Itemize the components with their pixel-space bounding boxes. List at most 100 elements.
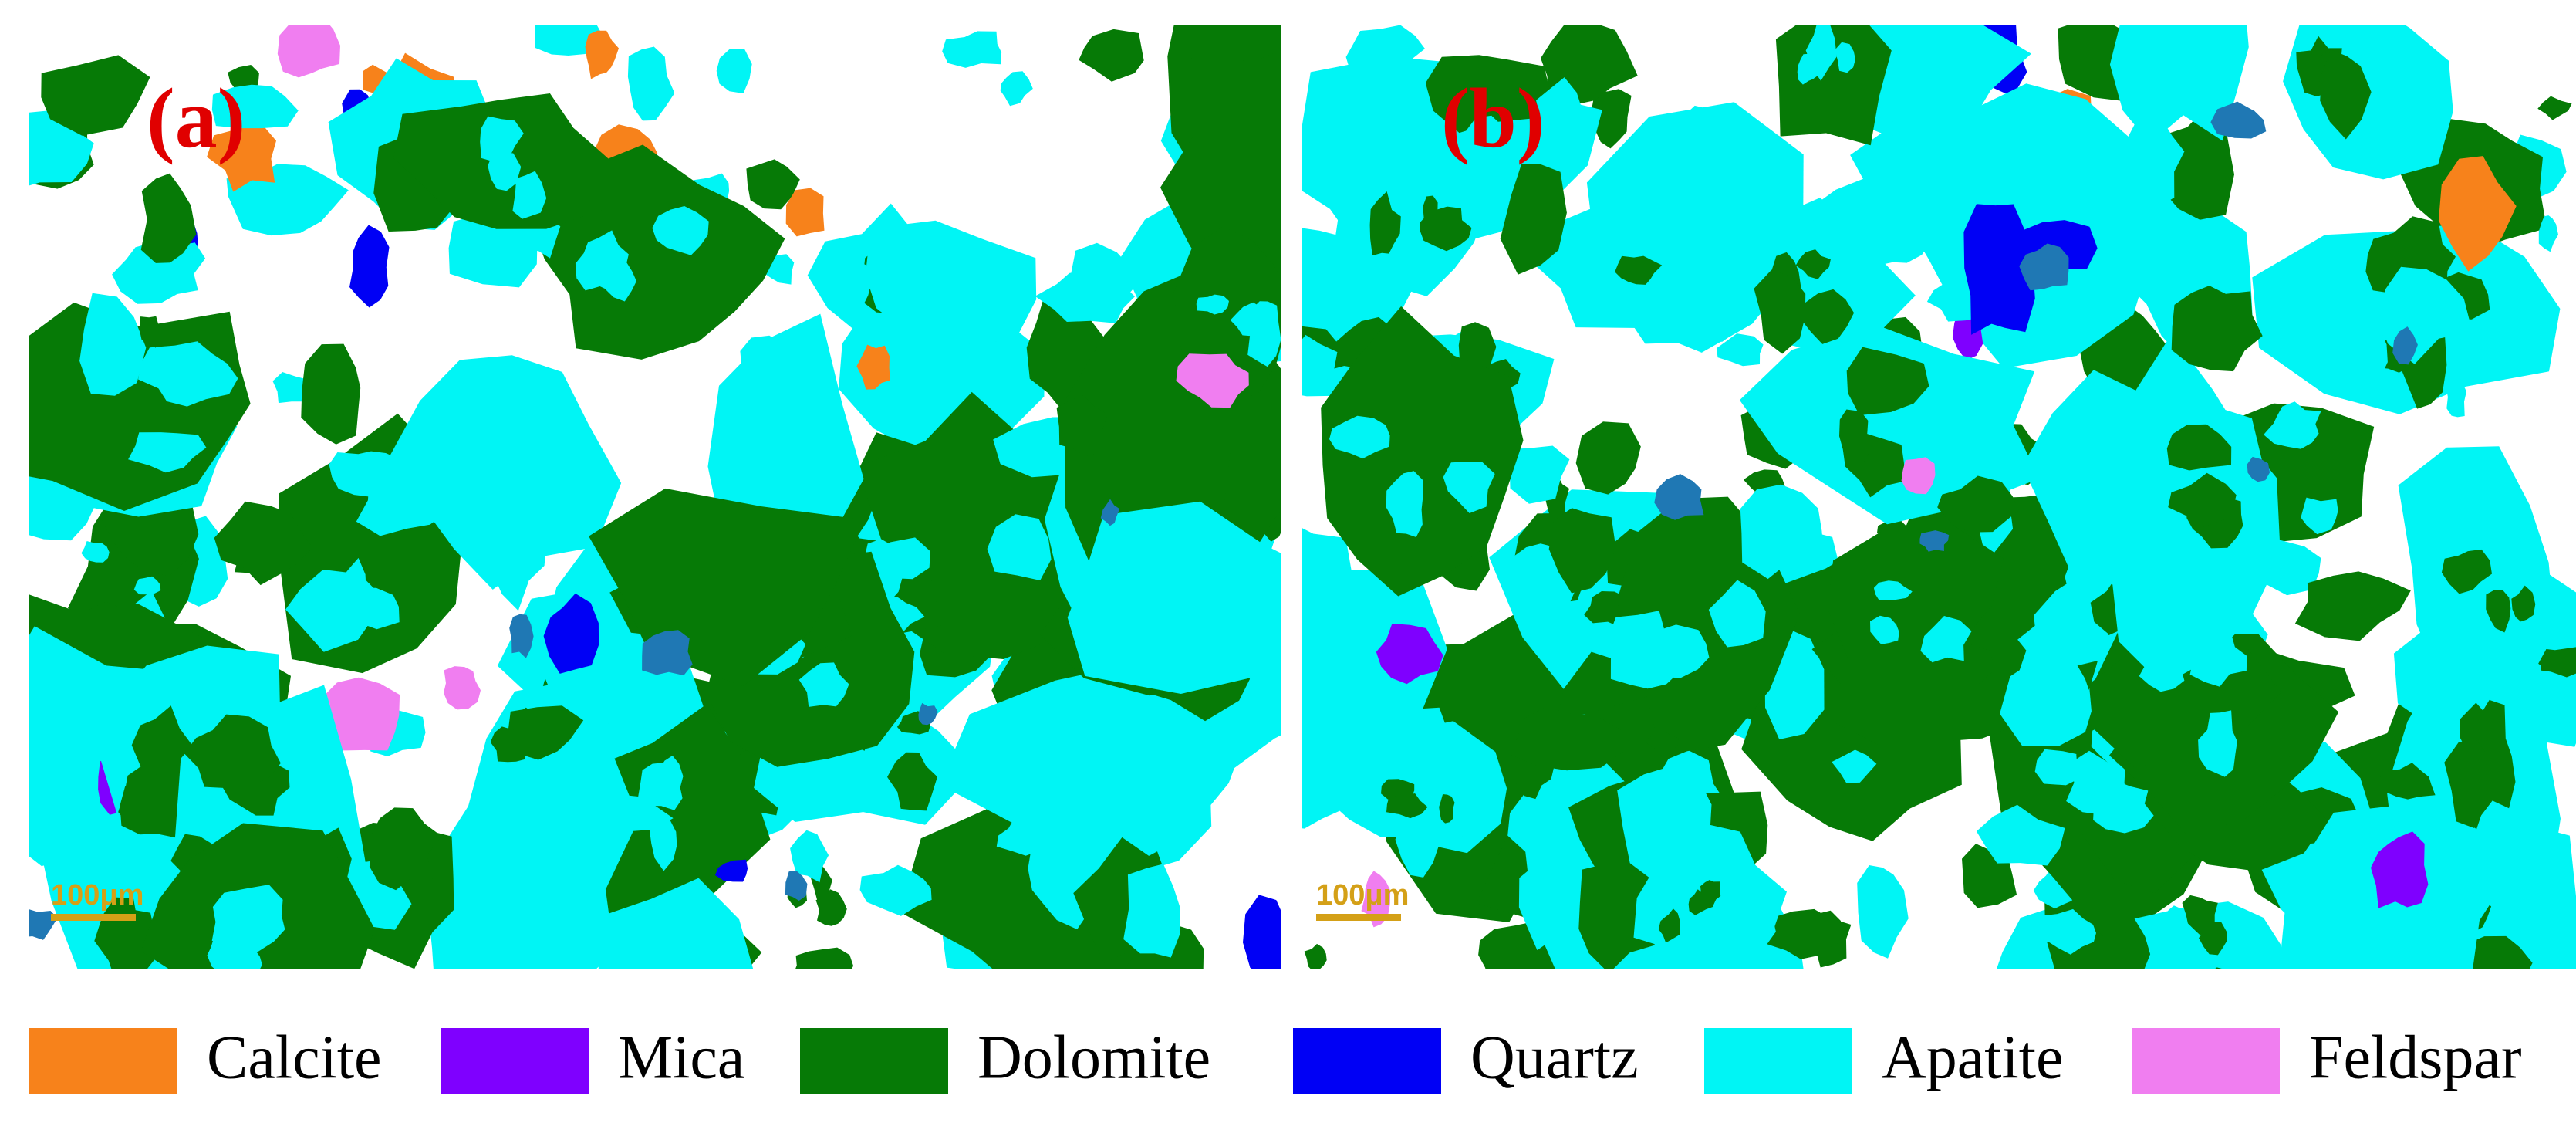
grain [2294,571,2411,641]
grain-inclusion [1920,616,1972,663]
grain [714,859,748,882]
grain [1478,920,1574,969]
grain [29,909,58,940]
grain [585,30,619,79]
grain-inclusion [488,152,522,191]
grain-inclusion [1386,471,1423,537]
grain [112,242,206,304]
grain [2019,243,2069,291]
grain [1548,508,1616,594]
grain [543,593,599,674]
grain-inclusion [1621,624,1710,678]
grain [2323,819,2365,859]
legend-label: Quartz [1470,1023,1639,1091]
grain [790,830,829,883]
scale-bar [51,914,136,921]
grain [1901,457,1936,495]
grain-inclusion [1688,889,1713,915]
grain-inclusion [2033,865,2081,909]
grain-inclusion [2320,49,2372,140]
grain-inclusion [1846,347,1929,415]
grain-inclusion [2213,967,2225,969]
grain [1937,475,2019,533]
grain [2171,286,2263,372]
grain [1985,580,2035,648]
grain [448,211,538,288]
grain [2438,827,2494,898]
grain-inclusion [512,171,547,219]
grain [2162,905,2183,939]
grain [1919,530,1950,552]
grain [211,84,299,129]
grain [2538,215,2558,252]
grain [2364,331,2386,370]
grain-inclusion [1839,409,1869,467]
grain [1591,89,1632,149]
grain [1067,501,1281,694]
grain [1963,204,2035,335]
legend-swatch [29,1028,177,1094]
grain-inclusion [2444,740,2493,830]
grain [1716,333,1764,367]
grain [285,570,381,652]
legend-label: Feldspar [2309,1023,2522,1091]
legend-swatch [1704,1028,1852,1094]
grain [2371,831,2429,908]
panel-b [1302,25,2576,969]
grain-inclusion [1423,195,1438,232]
grain-inclusion [133,576,161,595]
grain [856,344,890,390]
grain [140,173,197,263]
grain-inclusion [2441,549,2492,594]
panel-a [29,25,1281,969]
grain [41,55,150,136]
grain-inclusion [138,341,238,407]
grain-inclusion [887,752,937,811]
grain [184,714,281,789]
grain-inclusion [480,116,524,163]
panel-label: (b) [1441,71,1545,165]
grain [987,514,1052,580]
grain-inclusion [1708,580,1766,648]
grain [329,451,403,497]
grain [2109,25,2249,144]
grain-inclusion [128,432,207,473]
grain-inclusion [2301,497,2338,535]
grain-inclusion [211,885,285,953]
grain-inclusion [1795,249,1831,279]
grain [369,807,442,891]
grain [1243,895,1281,969]
grain [596,878,754,969]
grain-inclusion [604,261,636,302]
grain [29,110,94,186]
grain-inclusion [1870,615,1899,644]
legend-label: Dolomite [977,1023,1210,1091]
grain [1304,943,1327,969]
grain [1644,731,1679,750]
grain [1575,421,1641,495]
grain [1321,306,1524,597]
grain [740,335,784,380]
grain [2392,326,2418,365]
legend-label: Apatite [1882,1023,2063,1091]
grain [1832,749,1877,783]
grain-inclusion [1439,794,1455,824]
grain [2529,601,2576,651]
annotations: (a) (b) 100μm 100μm [51,71,1545,921]
grain [1740,484,1825,580]
grain [535,25,602,56]
grain-inclusion [1805,25,1837,81]
grain [1617,767,1712,884]
grain [918,702,938,726]
legend: Calcite Mica Dolomite Quartz Apatite Feldspar [29,1023,2522,1094]
grain [481,489,548,611]
legend-swatch [800,1028,948,1094]
legend-label: Mica [618,1023,744,1091]
legend-label: Calcite [207,1023,382,1091]
grain [1302,772,1342,829]
grain [1510,707,1624,771]
grain [1000,71,1033,107]
grain [1035,269,1135,323]
grain [509,614,534,658]
scale-bar-label: 100μm [1316,879,1409,912]
